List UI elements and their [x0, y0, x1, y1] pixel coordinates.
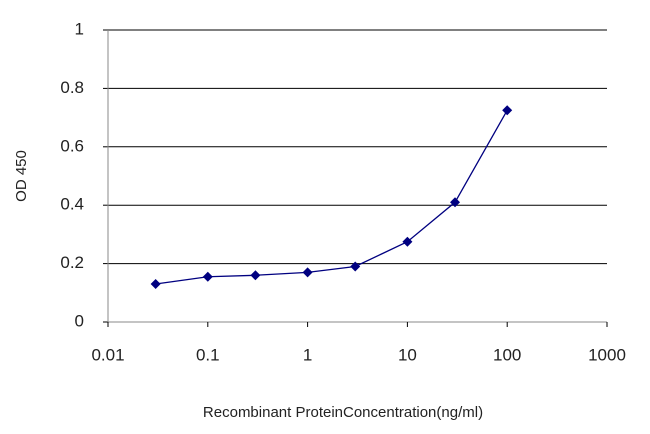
data-point	[150, 279, 161, 290]
data-line	[155, 109, 508, 285]
y-tick-label: 0.8	[60, 78, 84, 97]
x-tick-label: 1	[303, 345, 312, 364]
y-tick-label: 0.4	[60, 195, 84, 214]
data-point	[402, 236, 413, 247]
data-point	[302, 267, 313, 278]
x-axis-title: Recombinant ProteinConcentration(ng/ml)	[203, 404, 483, 421]
y-tick-label: 1	[75, 19, 84, 38]
data-point	[350, 261, 361, 272]
data-point	[202, 271, 213, 282]
y-tick-label: 0.6	[60, 136, 84, 155]
y-axis-title: OD 450	[13, 150, 30, 202]
x-tick-label: 10	[398, 345, 417, 364]
x-tick-label: 0.1	[196, 345, 220, 364]
x-tick-label: 100	[493, 345, 521, 364]
x-tick-label: 0.01	[91, 345, 124, 364]
y-tick-label: 0.2	[60, 253, 84, 272]
data-point	[450, 197, 461, 208]
data-point	[250, 270, 261, 281]
x-tick-label: 1000	[588, 345, 626, 364]
data-point	[502, 105, 513, 116]
y-tick-label: 0	[75, 311, 84, 330]
